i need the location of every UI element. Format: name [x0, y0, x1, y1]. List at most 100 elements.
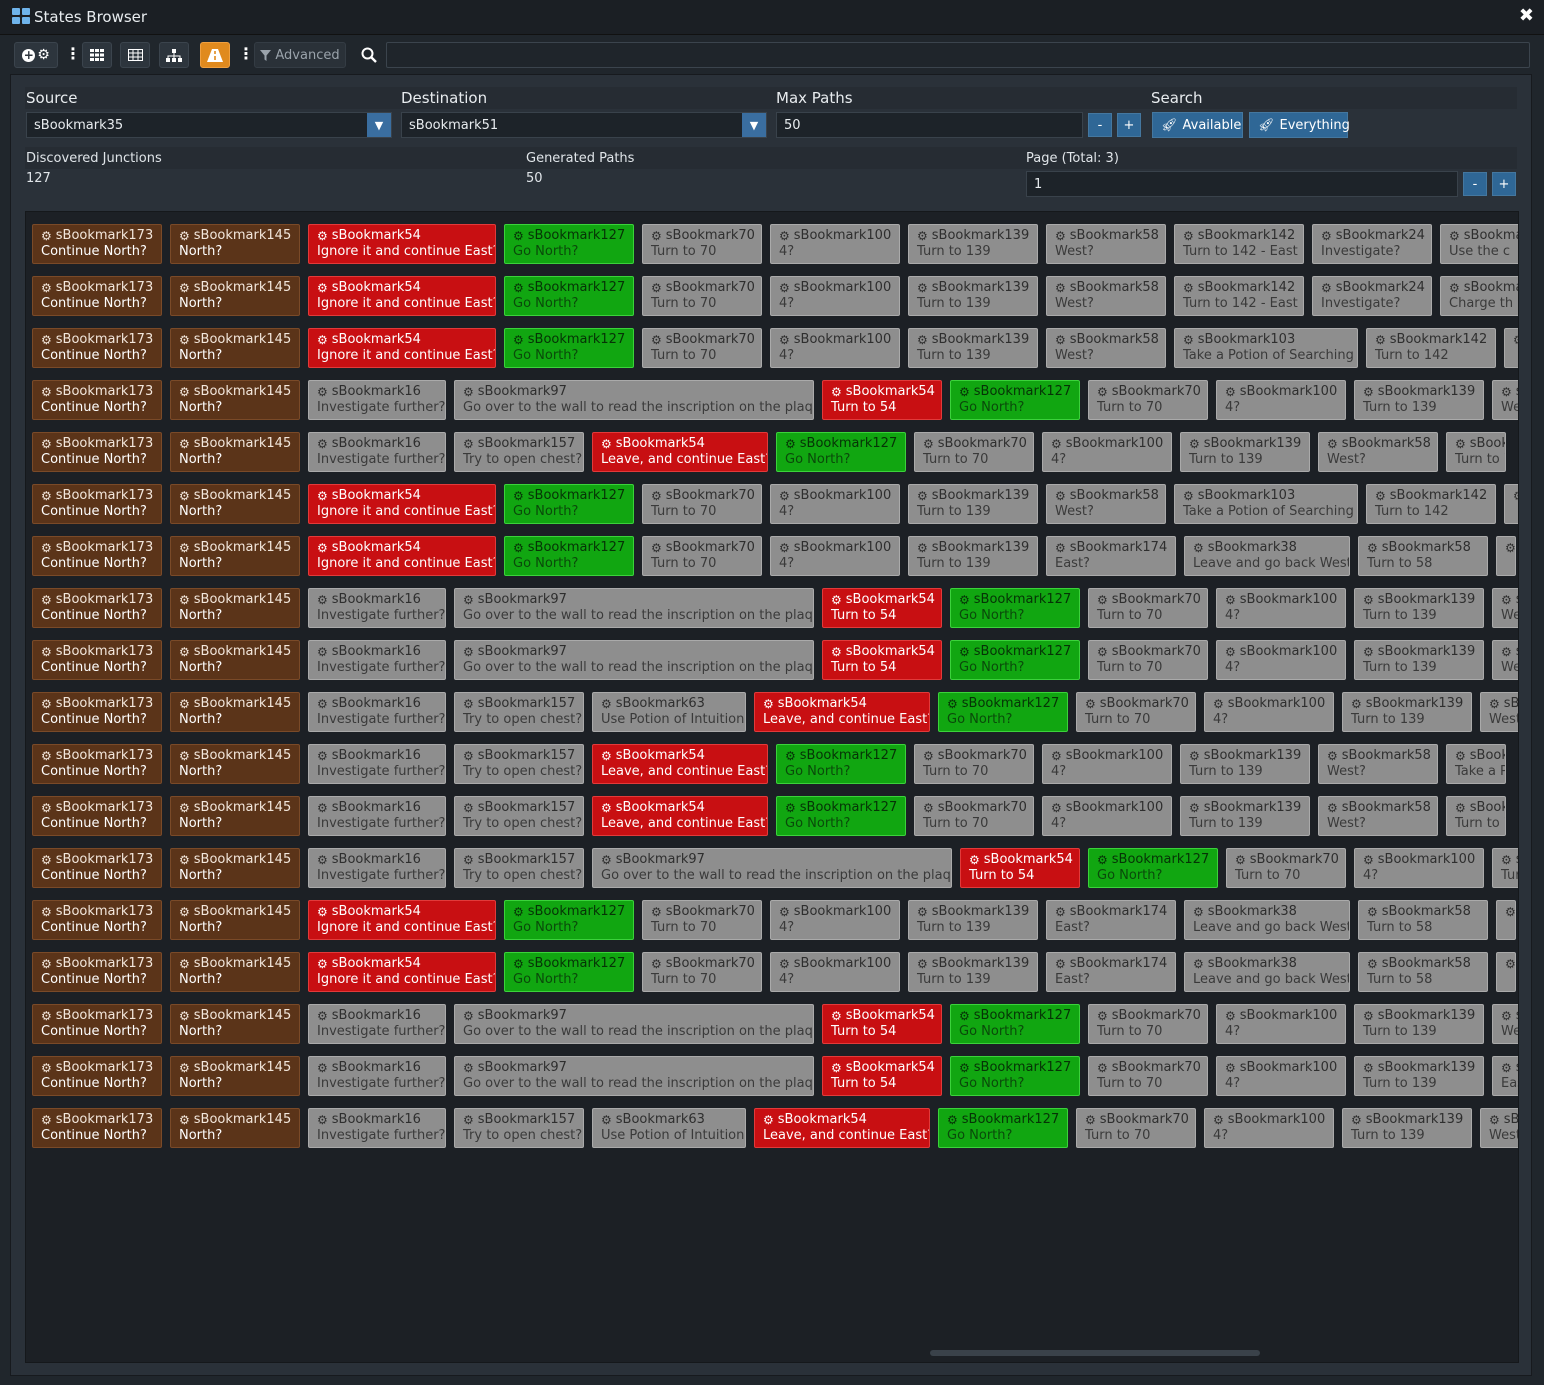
junction-chip[interactable]: ⚙ sBookmark97 Go over to the wall to read … — [592, 848, 952, 888]
junction-chip[interactable]: ⚙ sBookmark100 4? — [770, 276, 900, 316]
junction-chip[interactable]: ⚙ sBookmark145 North? — [170, 276, 300, 316]
junction-chip[interactable]: ⚙ sBookmark127 Go North? — [950, 1004, 1080, 1044]
junction-chip[interactable]: ⚙ sBookmark173 Continue North? — [32, 276, 162, 316]
junction-chip[interactable]: ⚙ sBookmark127 Go North? — [776, 744, 906, 784]
junction-chip[interactable]: ⚙ sBookmark100 4? — [1216, 1056, 1346, 1096]
advanced-filter-button[interactable]: Advanced — [254, 42, 346, 68]
junction-chip[interactable]: ⚙ sBookmark58 Turn to 58 — [1358, 900, 1488, 940]
chevron-down-icon[interactable]: ▼ — [742, 113, 766, 137]
junction-chip[interactable]: ⚙ sBookmark174 East? — [1046, 536, 1176, 576]
junction-chip[interactable]: ⚙ sBookmark54 Turn to 54 — [822, 380, 942, 420]
junction-chip[interactable]: ⚙ sBookmark100 4? — [770, 484, 900, 524]
junction-chip[interactable]: ⚙ sBookmark145 North? — [170, 692, 300, 732]
junction-chip[interactable]: ⚙ sBookmark145 North? — [170, 640, 300, 680]
junction-chip[interactable]: ⚙ — [1496, 536, 1516, 576]
junction-chip[interactable]: ⚙ sBookmark54 Ignore it and continue East? — [308, 536, 496, 576]
junction-chip[interactable]: ⚙ sBookmark145 North? — [170, 848, 300, 888]
road-view-button[interactable] — [200, 42, 230, 68]
junction-chip[interactable]: ⚙ sBookmark54 Leave, and continue East? — [592, 432, 768, 472]
junction-chip[interactable]: ⚙ — [1496, 900, 1516, 940]
table-view-button[interactable] — [120, 42, 150, 68]
junction-chip[interactable]: ⚙ sBookmark38 Leave and go back West? — [1184, 536, 1350, 576]
junction-chip[interactable]: ⚙ sBookmark157 Try to open chest? — [454, 744, 584, 784]
junction-chip[interactable]: ⚙ sBookmark145 North? — [170, 744, 300, 784]
junction-chip[interactable]: ⚙ sBookmark16 Investigate further? — [308, 1004, 446, 1044]
junction-chip[interactable]: ⚙ sBookmark16 Investigate further? — [308, 588, 446, 628]
junction-chip[interactable]: ⚙ sBookmark97 Go over to the wall to read … — [454, 1056, 814, 1096]
junction-chip[interactable]: ⚙ — [1496, 952, 1516, 992]
junction-chip[interactable]: ⚙ sBookmark145 North? — [170, 1004, 300, 1044]
junction-chip[interactable]: ⚙ sBookmark16 Investigate further? — [308, 380, 446, 420]
junction-chip[interactable]: ⚙ sBookmark173 Continue North? — [32, 640, 162, 680]
junction-chip[interactable]: ⚙ sBookmark16 Investigate further? — [308, 744, 446, 784]
junction-chip[interactable]: ⚙ sBookmark145 North? — [170, 380, 300, 420]
junction-chip[interactable]: ⚙ sBookmark97 Go over to the wall to read … — [454, 1004, 814, 1044]
junction-chip[interactable]: ⚙ sBookmark173 Continue North? — [32, 328, 162, 368]
junction-chip[interactable]: ⚙ sBookmark142 Turn to 142 — [1366, 328, 1496, 368]
junction-chip[interactable]: ⚙ sBookmark100 4? — [1216, 1004, 1346, 1044]
junction-chip[interactable]: ⚙ sBookmark100 4? — [1204, 692, 1334, 732]
max-paths-decrement-button[interactable]: - — [1088, 113, 1112, 137]
junction-chip[interactable]: ⚙ sBookmark173 Continue North? — [32, 588, 162, 628]
junction-chip[interactable]: ⚙ sBookmark54 Leave, and continue East? — [754, 1108, 930, 1148]
junction-chip[interactable]: ⚙ sBookmark54 Turn to 54 — [822, 588, 942, 628]
junction-chip[interactable]: ⚙ sBookmark16 Investigate further? — [308, 432, 446, 472]
junction-chip[interactable]: ⚙ sBookmark54 Ignore it and continue East? — [308, 952, 496, 992]
junction-chip[interactable]: ⚙ sBookmark100 4? — [1216, 640, 1346, 680]
junction-chip[interactable]: ⚙ sBookmark127 Go North? — [1088, 848, 1218, 888]
junction-chip[interactable]: ⚙ sBookmark173 Continue North? — [32, 900, 162, 940]
junction-chip[interactable]: ⚙ sBookmark100 4? — [1042, 432, 1172, 472]
junction-chip[interactable]: ⚙ sBookmark173 Continue North? — [32, 380, 162, 420]
junction-chip[interactable]: ⚙ sBookmark100 4? — [770, 900, 900, 940]
junction-chip[interactable]: ⚙ sBookmark127 Go North? — [504, 952, 634, 992]
page-increment-button[interactable]: + — [1492, 172, 1516, 196]
junction-chip[interactable]: ⚙ sBookmark142 Turn to 142 — [1366, 484, 1496, 524]
junction-chip[interactable]: ⚙ sBookmark97 Go over to the wall to read … — [454, 380, 814, 420]
junction-chip[interactable]: ⚙ sBookmark54 Leave, and continue East? — [592, 796, 768, 836]
junction-chip[interactable]: ⚙ sBookmark54 Turn to 54 — [960, 848, 1080, 888]
junction-chip[interactable]: ⚙ — [1504, 484, 1518, 524]
junction-chip[interactable]: ⚙ sBookmark100 4? — [1354, 848, 1484, 888]
junction-chip[interactable]: ⚙ sBookmark58 Turn to 58 — [1358, 536, 1488, 576]
junction-chip[interactable]: ⚙ sBookmark127 Go North? — [950, 640, 1080, 680]
junction-chip[interactable]: ⚙ sBookmark38 Leave and go back West? — [1184, 900, 1350, 940]
junction-chip[interactable]: ⚙ sBookmark54 Ignore it and continue East? — [308, 484, 496, 524]
search-input[interactable] — [386, 42, 1530, 68]
junction-chip[interactable]: ⚙ sBookmark54 Turn to 54 — [822, 1056, 942, 1096]
junction-chip[interactable]: ⚙ sBookmark54 Ignore it and continue East? — [308, 328, 496, 368]
junction-chip[interactable]: ⚙sBookmark103Use the c — [1440, 224, 1518, 264]
junction-chip[interactable]: ⚙ sBookmark127 Go North? — [950, 588, 1080, 628]
junction-chip[interactable]: ⚙ sBookmark16 Investigate further? — [308, 692, 446, 732]
junction-chip[interactable]: ⚙ sBookmark157 Try to open chest? — [454, 796, 584, 836]
junction-chip[interactable]: ⚙ sBookmark63 Use Potion of Intuition — [592, 692, 746, 732]
search-available-button[interactable]: 🚀︎ Available — [1152, 112, 1243, 138]
destination-dropdown[interactable]: sBookmark51 ▼ — [401, 112, 767, 138]
junction-chip[interactable]: ⚙ sBookmark157 Try to open chest? — [454, 692, 584, 732]
junction-chip[interactable]: ⚙ sBookmark127 Go North? — [950, 1056, 1080, 1096]
junction-chip[interactable]: ⚙ sBookmark63 Use Potion of Intuition — [592, 1108, 746, 1148]
